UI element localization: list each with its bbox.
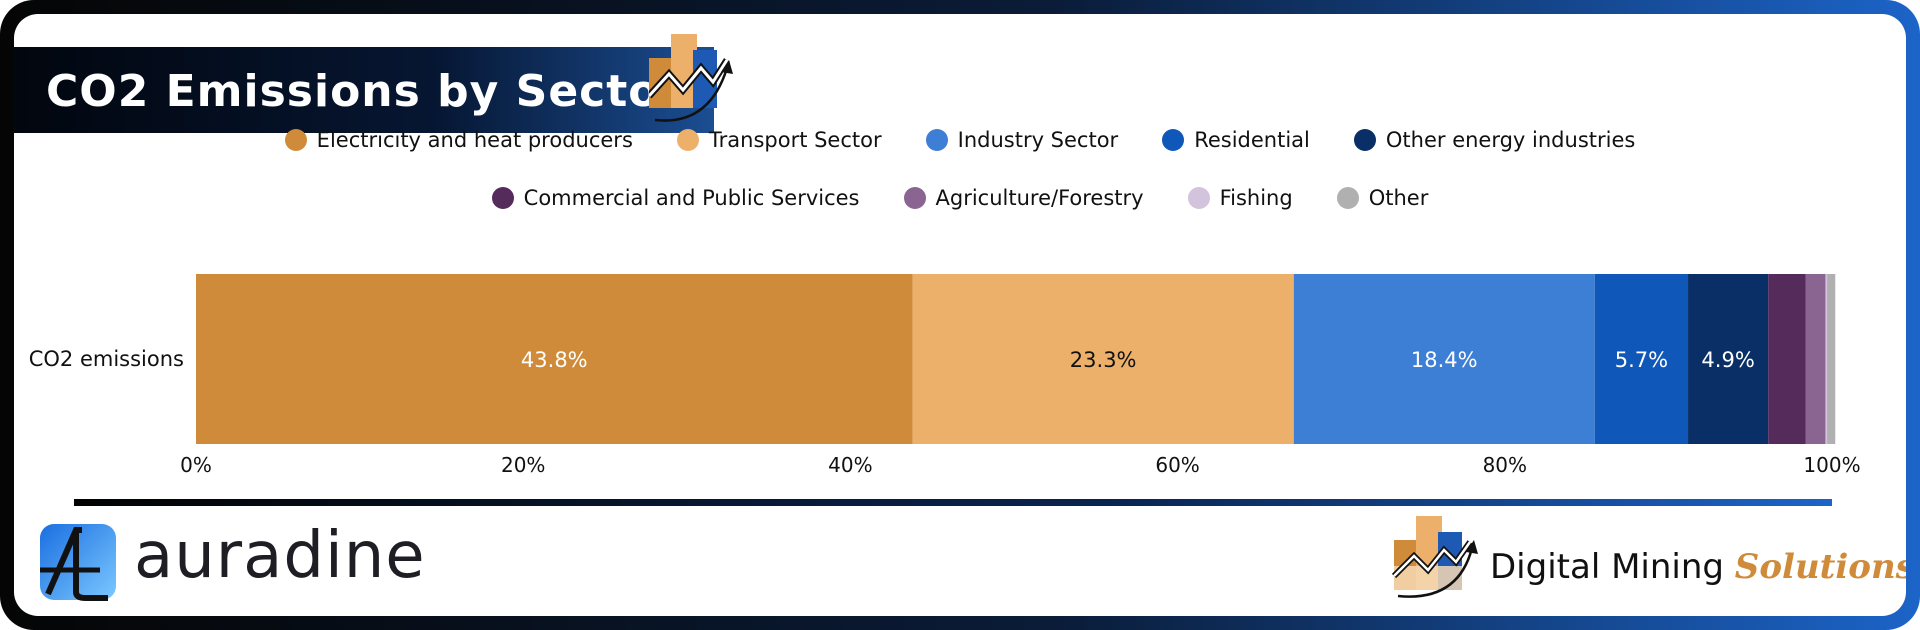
legend-swatch: [1162, 129, 1185, 151]
data-label-4: 5.7%: [1615, 348, 1668, 372]
bar-segment-1: [196, 274, 913, 444]
legend-item-other-energy: Other energy industries: [1353, 128, 1636, 152]
title-band: [14, 47, 714, 133]
legend-item-commercial: Commercial and Public Services: [491, 186, 860, 210]
auradine-logo-icon: [40, 524, 116, 601]
legend-label: Commercial and Public Services: [523, 186, 860, 210]
legend-swatch: [491, 187, 514, 209]
x-tick-label: 60%: [1155, 453, 1199, 477]
legend-label: Electricity and heat producers: [316, 128, 633, 152]
x-tick-label: 100%: [1803, 453, 1860, 477]
legend-item-industry: Industry Sector: [925, 128, 1119, 152]
legend-label: Other energy industries: [1385, 128, 1636, 152]
legend-swatch: [1187, 187, 1210, 209]
data-label-3: 18.4%: [1411, 348, 1478, 372]
legend-row-2: Commercial and Public Services Agricultu…: [14, 186, 1906, 210]
legend-item-electricity: Electricity and heat producers: [284, 128, 633, 152]
legend-swatch: [676, 129, 699, 151]
legend-item-fishing: Fishing: [1187, 186, 1293, 210]
legend-item-other: Other: [1336, 186, 1429, 210]
legend-swatch: [1353, 129, 1376, 151]
digital-mining-wordmark: Digital Mining Solutions: [1490, 547, 1906, 587]
legend-row-1: Electricity and heat producers Transport…: [14, 128, 1906, 152]
bar-segment-3: [1293, 274, 1595, 444]
data-label-1: 43.8%: [521, 348, 588, 372]
legend-label: Residential: [1194, 128, 1310, 152]
legend-swatch: [284, 129, 307, 151]
legend-label: Agriculture/Forestry: [935, 186, 1144, 210]
chart-logo-icon: [649, 34, 733, 122]
dms-accent-text: Solutions: [1734, 547, 1906, 587]
x-tick-label: 40%: [828, 453, 872, 477]
legend-label: Other: [1368, 186, 1429, 210]
bar-segment-4: [1594, 274, 1689, 444]
footer-divider: [74, 499, 1832, 506]
legend-label: Transport Sector: [708, 128, 882, 152]
auradine-wordmark: auradine: [134, 519, 426, 593]
dms-main-text: Digital Mining: [1490, 547, 1724, 587]
legend-swatch: [1336, 187, 1359, 209]
x-tick-label: 80%: [1483, 453, 1527, 477]
card: CO2 Emissions by Sector Electricity and …: [14, 14, 1906, 616]
x-tick-label: 20%: [501, 453, 545, 477]
legend-swatch: [925, 129, 948, 151]
category-label: CO2 emissions: [29, 347, 184, 371]
data-label-5: 4.9%: [1701, 348, 1754, 372]
legend-label: Industry Sector: [957, 128, 1119, 152]
bar-segment-9: [1827, 274, 1836, 444]
legend-item-transport: Transport Sector: [676, 128, 882, 152]
legend-swatch: [903, 187, 926, 209]
page-title: CO2 Emissions by Sector: [46, 66, 683, 117]
digital-mining-logo-icon: [1391, 516, 1478, 598]
bar-segment-8: [1825, 274, 1828, 444]
bar-segment-2: [912, 274, 1294, 444]
legend-label: Fishing: [1219, 186, 1293, 210]
data-label-2: 23.3%: [1070, 348, 1137, 372]
bar-segment-6: [1768, 274, 1806, 444]
bar-segment-7: [1805, 274, 1826, 444]
legend-item-residential: Residential: [1162, 128, 1310, 152]
x-tick-label: 0%: [180, 453, 212, 477]
stacked-bar-chart: CO2 emissions 43.8% 23.3% 18.4% 5.7% 4.9% 0% 20…: [29, 274, 1861, 477]
bar-segment-5: [1688, 274, 1769, 444]
legend-item-agriculture: Agriculture/Forestry: [903, 186, 1144, 210]
